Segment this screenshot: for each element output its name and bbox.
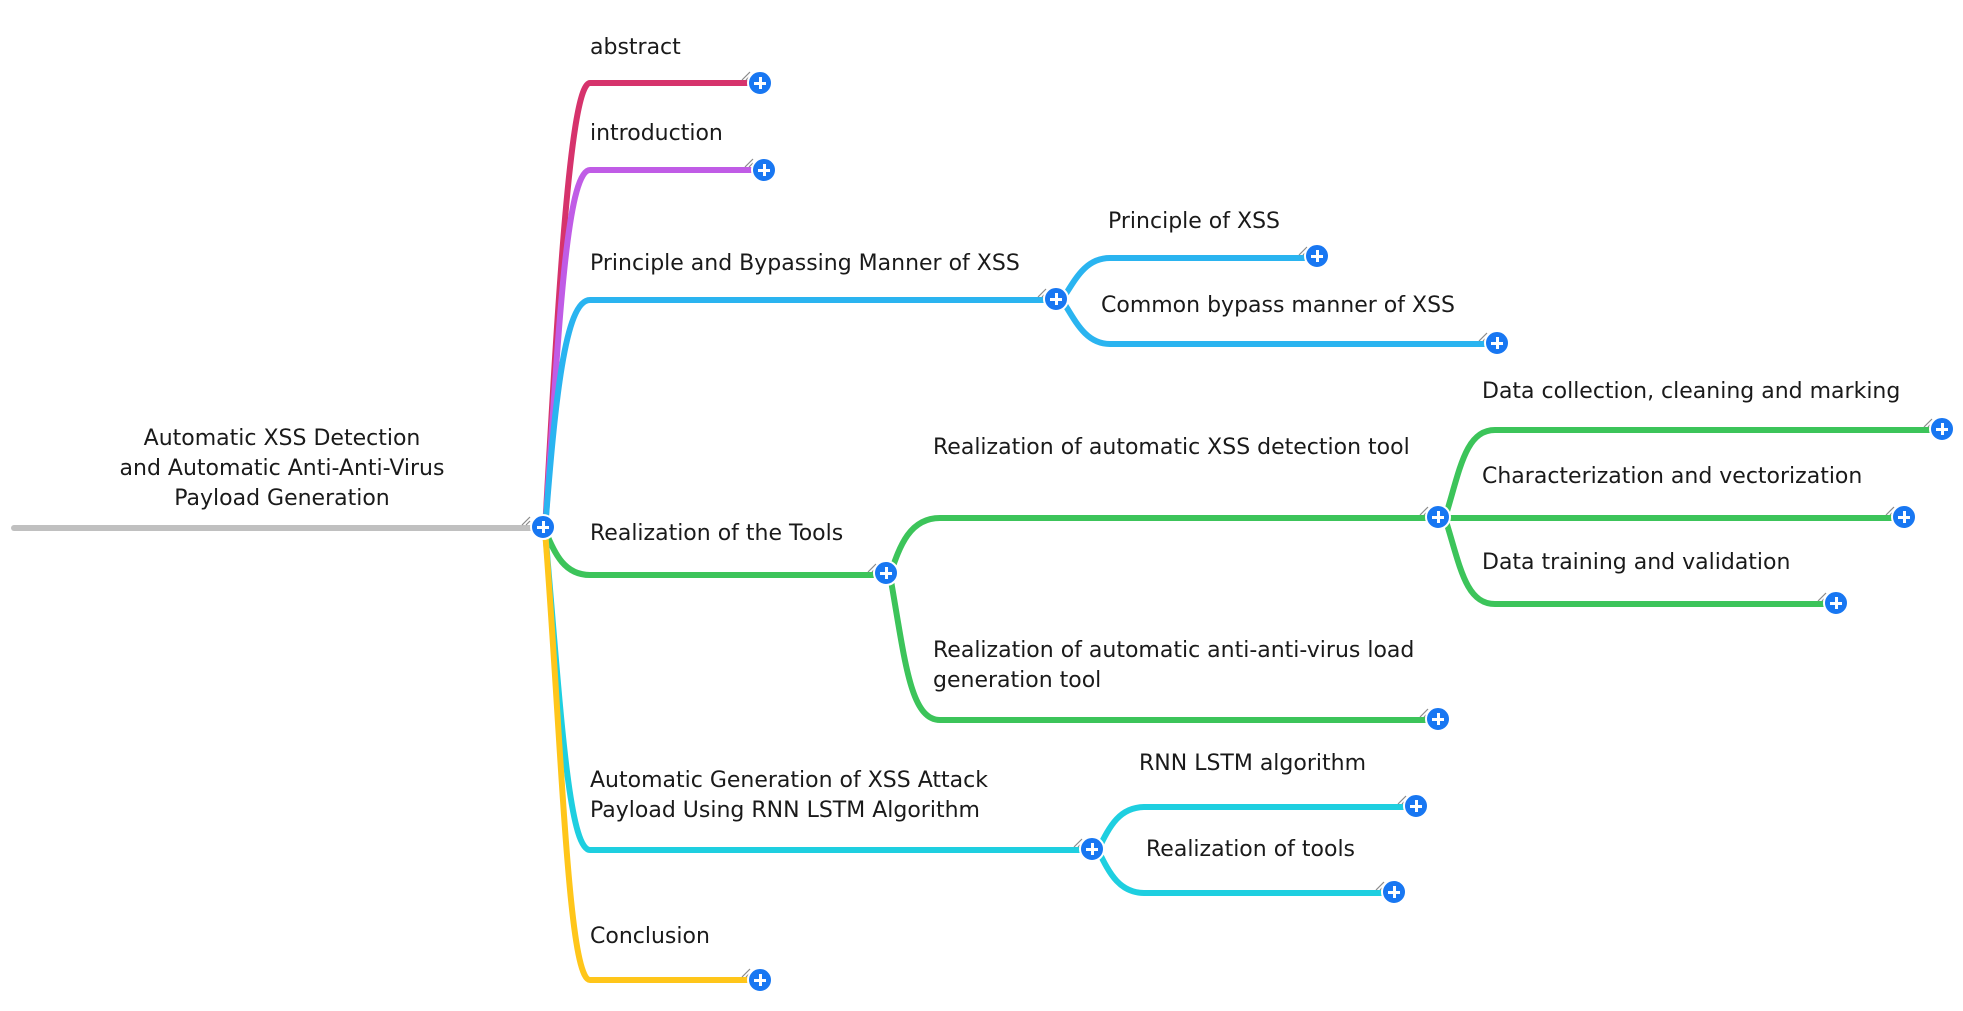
root-topic-label[interactable]: Automatic XSS Detection and Automatic An… (102, 424, 462, 514)
expand-data-training-button[interactable] (1823, 590, 1849, 616)
expand-bypass-manner-button[interactable] (1484, 330, 1510, 356)
root-topic-line-1: Automatic XSS Detection (143, 426, 421, 451)
branch-line-introduction (542, 167, 771, 533)
topic-generation[interactable]: Automatic Generation of XSS Attack Paylo… (590, 766, 988, 826)
expand-principle-of-xss-button[interactable] (1304, 243, 1330, 269)
branch-line-data-collection (1442, 427, 1951, 521)
branch-line-detection-tool (887, 515, 1448, 578)
expand-data-collection-button[interactable] (1929, 416, 1955, 442)
topic-characterization[interactable]: Characterization and vectorization (1482, 464, 1863, 489)
expand-introduction-button[interactable] (751, 157, 777, 183)
topic-detection-tool[interactable]: Realization of automatic XSS detection t… (933, 435, 1410, 460)
topic-principle[interactable]: Principle and Bypassing Manner of XSS (590, 251, 1020, 276)
expand-tools-button[interactable] (873, 560, 899, 586)
topic-bypass-manner[interactable]: Common bypass manner of XSS (1101, 293, 1455, 318)
expand-detection-tool-button[interactable] (1425, 504, 1451, 530)
topic-conclusion[interactable]: Conclusion (590, 924, 710, 949)
topic-rnn-lstm[interactable]: RNN LSTM algorithm (1139, 751, 1367, 776)
topic-realization-of-tools[interactable]: Realization of tools (1146, 837, 1356, 862)
branch-line-antivirus-tool (887, 572, 1448, 723)
topic-antivirus-tool-line-1: Realization of automatic anti-anti-virus… (933, 638, 1415, 663)
expand-characterization-button[interactable] (1891, 504, 1917, 530)
branch-line-principle (542, 297, 1065, 533)
topic-antivirus-tool[interactable]: Realization of automatic anti-anti-virus… (933, 636, 1414, 696)
topic-data-training[interactable]: Data training and validation (1482, 550, 1791, 575)
expand-rnn-lstm-button[interactable] (1403, 793, 1429, 819)
expand-root-button[interactable] (530, 514, 556, 540)
topic-generation-line-2: Payload Using RNN LSTM Algorithm (590, 798, 980, 823)
topic-generation-line-1: Automatic Generation of XSS Attack (590, 768, 988, 793)
expand-principle-button[interactable] (1043, 286, 1069, 312)
branch-line-realization-of-tools (1095, 847, 1403, 896)
expand-generation-button[interactable] (1079, 836, 1105, 862)
topic-tools[interactable]: Realization of the Tools (590, 521, 844, 546)
expand-conclusion-button[interactable] (747, 967, 773, 993)
root-topic-line-2: and Automatic Anti-Anti-Virus (119, 456, 445, 481)
topic-introduction[interactable]: introduction (590, 121, 723, 146)
branch-line-conclusion (542, 527, 768, 983)
expand-abstract-button[interactable] (747, 70, 773, 96)
expand-antivirus-tool-button[interactable] (1425, 706, 1451, 732)
topic-antivirus-tool-line-2: generation tool (933, 668, 1102, 693)
root-topic-line-3: Payload Generation (174, 486, 390, 511)
expand-realization-of-tools-button[interactable] (1381, 879, 1407, 905)
branch-line-data-training (1442, 515, 1845, 607)
topic-principle-of-xss[interactable]: Principle of XSS (1108, 209, 1280, 234)
topic-abstract[interactable]: abstract (590, 35, 681, 60)
topic-data-collection[interactable]: Data collection, cleaning and marking (1482, 379, 1901, 404)
